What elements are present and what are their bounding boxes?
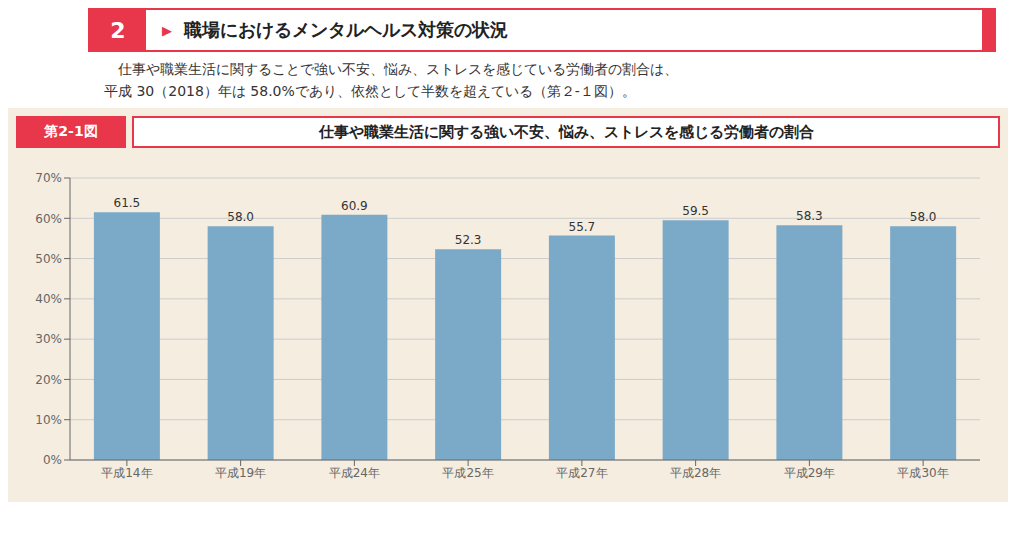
svg-text:平成24年: 平成24年 <box>329 466 380 480</box>
svg-text:0%: 0% <box>43 453 62 467</box>
html-text:2: 2 <box>110 17 126 43</box>
html-text:平成 30（2018）年は 58.0%であり、依然として半数: 平成 30（2018）年は 58.0%であり、依然として半数を超えている（第２-… <box>104 83 636 99</box>
svg-text:60%: 60% <box>35 212 62 226</box>
svg-text:平成30年: 平成30年 <box>897 466 948 480</box>
html-text:第2-1図: 第2-1図 <box>44 123 98 139</box>
svg-text:60.9: 60.9 <box>341 199 368 213</box>
svg-text:40%: 40% <box>35 292 62 306</box>
svg-text:59.5: 59.5 <box>682 204 709 218</box>
svg-text:50%: 50% <box>35 252 62 266</box>
svg-text:58.3: 58.3 <box>796 209 823 223</box>
svg-text:58.0: 58.0 <box>910 210 937 224</box>
html-text:仕事や職業生活に関することで強い不安、悩み、ストレスを感じて: 仕事や職業生活に関することで強い不安、悩み、ストレスを感じている労働者の割合は、 <box>104 61 678 77</box>
svg-text:55.7: 55.7 <box>569 220 596 234</box>
html-text:仕事や職業生活に関する強い不安、悩み、ストレスを感じる労働者: 仕事や職業生活に関する強い不安、悩み、ストレスを感じる労働者の割合 <box>318 122 814 141</box>
html-text:職場におけるメンタルヘルス対策の状況: 職場におけるメンタルヘルス対策の状況 <box>184 19 508 40</box>
svg-text:52.3: 52.3 <box>455 233 482 247</box>
svg-text:58.0: 58.0 <box>227 210 254 224</box>
svg-text:平成29年: 平成29年 <box>784 466 835 480</box>
svg-text:平成25年: 平成25年 <box>442 466 493 480</box>
svg-text:平成27年: 平成27年 <box>556 466 607 480</box>
svg-text:平成28年: 平成28年 <box>670 466 721 480</box>
svg-text:30%: 30% <box>35 332 62 346</box>
svg-text:10%: 10% <box>35 413 62 427</box>
svg-text:20%: 20% <box>35 373 62 387</box>
svg-text:平成14年: 平成14年 <box>101 466 152 480</box>
svg-text:平成19年: 平成19年 <box>215 466 266 480</box>
svg-text:61.5: 61.5 <box>114 196 141 210</box>
svg-text:70%: 70% <box>35 171 62 185</box>
